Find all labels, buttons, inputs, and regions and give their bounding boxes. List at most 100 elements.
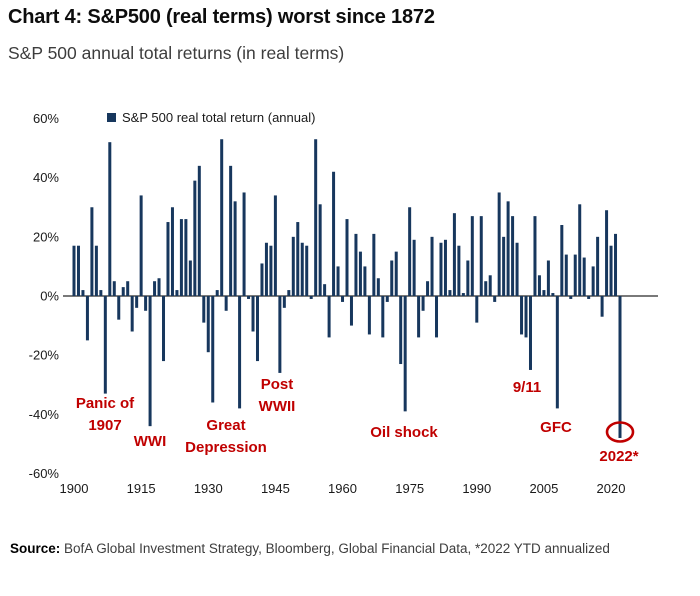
bar-2018 — [600, 296, 604, 317]
bar-2019 — [605, 210, 609, 296]
event-annotation: WWI — [134, 433, 166, 450]
bar-1917 — [148, 296, 152, 427]
bar-1935 — [229, 165, 233, 296]
bar-1971 — [390, 260, 394, 296]
bar-1994 — [493, 296, 497, 302]
bar-2012 — [573, 254, 577, 296]
bar-1907 — [103, 296, 107, 394]
source-note: Source: BofA Global Investment Strategy,… — [10, 533, 622, 564]
bar-2001 — [524, 296, 528, 338]
bar-1969 — [381, 296, 385, 338]
legend-label: S&P 500 real total return (annual) — [122, 110, 316, 125]
event-annotation: Depression — [185, 439, 267, 456]
bar-1909 — [112, 281, 116, 296]
bar-2004 — [537, 275, 541, 296]
y-tick-label: 60% — [33, 111, 59, 126]
y-tick-label: -60% — [29, 466, 60, 481]
bar-1944 — [269, 245, 273, 296]
source-label: Source: — [10, 541, 61, 556]
bar-2003 — [533, 216, 537, 296]
event-annotation: 1907 — [88, 417, 121, 434]
bar-1929 — [202, 296, 206, 323]
bar-1955 — [318, 204, 322, 296]
bar-1964 — [358, 251, 362, 296]
bar-1972 — [394, 251, 398, 296]
bar-1924 — [179, 219, 183, 296]
x-tick-label: 2020 — [597, 481, 626, 496]
bar-2009 — [560, 225, 564, 296]
bar-1943 — [264, 242, 268, 296]
bar-1910 — [117, 296, 121, 320]
bar-1973 — [399, 296, 403, 365]
bar-1925 — [184, 219, 188, 296]
bar-1981 — [435, 296, 439, 338]
bar-1926 — [188, 260, 192, 296]
bar-1940 — [251, 296, 255, 332]
page-title: Chart 4: S&P500 (real terms) worst since… — [8, 6, 435, 28]
x-tick-label: 1915 — [127, 481, 156, 496]
bar-1918 — [153, 281, 157, 296]
bar-1901 — [76, 245, 80, 296]
bar-1963 — [354, 233, 358, 296]
bar-2016 — [591, 266, 595, 296]
y-tick-label: -20% — [29, 348, 60, 363]
bar-1982 — [439, 242, 443, 296]
bar-1916 — [144, 296, 148, 311]
bar-1913 — [130, 296, 134, 332]
bar-1991 — [479, 216, 483, 296]
bar-1902 — [81, 290, 85, 296]
bar-1933 — [220, 139, 224, 296]
bar-1947 — [282, 296, 286, 308]
bar-1953 — [309, 296, 313, 299]
bar-1988 — [466, 260, 470, 296]
bar-1930 — [206, 296, 210, 353]
bar-1974 — [403, 296, 407, 412]
bar-1952 — [305, 245, 309, 296]
bar-1980 — [430, 236, 434, 296]
bar-1959 — [336, 266, 340, 296]
bar-1950 — [296, 222, 300, 296]
x-tick-label: 1975 — [395, 481, 424, 496]
bar-2020 — [609, 245, 613, 296]
bar-1970 — [385, 296, 389, 302]
bar-1937 — [238, 296, 242, 409]
event-annotation: WWII — [259, 398, 296, 415]
bar-1905 — [94, 245, 98, 296]
bar-1921 — [166, 222, 170, 296]
bar-2010 — [564, 254, 568, 296]
bar-1945 — [273, 195, 277, 296]
x-tick-label: 2005 — [529, 481, 558, 496]
y-tick-label: -40% — [29, 407, 60, 422]
bar-1976 — [412, 239, 416, 296]
bar-1995 — [497, 192, 501, 296]
bar-1961 — [345, 219, 349, 296]
bar-1968 — [376, 278, 380, 296]
bar-1960 — [341, 296, 345, 302]
x-tick-label: 1960 — [328, 481, 357, 496]
bar-2002 — [528, 296, 532, 370]
bar-1998 — [511, 216, 515, 296]
bar-1975 — [408, 207, 412, 296]
bar-1939 — [247, 296, 251, 299]
bar-1983 — [443, 239, 447, 296]
event-annotation: Oil shock — [370, 424, 438, 441]
event-annotation: 9/11 — [513, 379, 541, 396]
source-text: BofA Global Investment Strategy, Bloombe… — [64, 541, 610, 556]
event-annotation: Post — [261, 376, 294, 393]
bar-1990 — [475, 296, 479, 323]
bar-1956 — [323, 284, 327, 296]
bar-2007 — [551, 293, 555, 296]
x-tick-label: 1900 — [60, 481, 89, 496]
bar-1962 — [349, 296, 353, 326]
bar-1946 — [278, 296, 282, 373]
bar-1965 — [363, 266, 367, 296]
bar-1957 — [327, 296, 331, 338]
bar-1941 — [255, 296, 259, 362]
x-tick-label: 1945 — [261, 481, 290, 496]
bar-1923 — [175, 290, 179, 296]
bar-2021 — [614, 233, 618, 296]
bar-1993 — [488, 275, 492, 296]
bar-1977 — [417, 296, 421, 338]
bar-1999 — [515, 242, 519, 296]
chart-subtitle: S&P 500 annual total returns (in real te… — [8, 43, 345, 63]
